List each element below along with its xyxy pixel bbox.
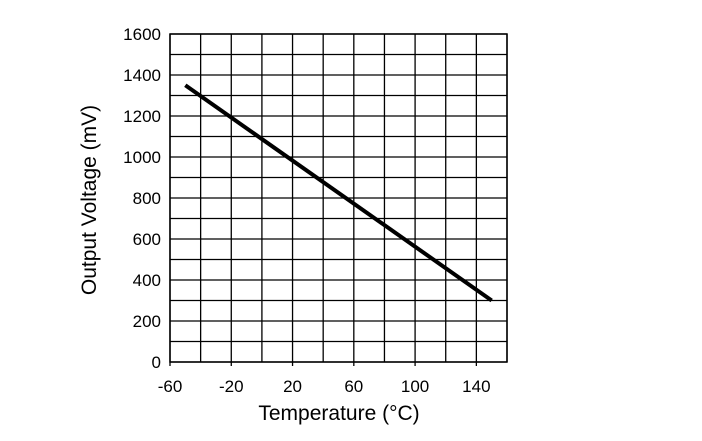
x-tick-label: 100 xyxy=(401,377,429,396)
x-tick-label: 20 xyxy=(283,377,302,396)
grid xyxy=(169,33,508,366)
y-tick-label: 1200 xyxy=(123,107,161,126)
x-tick-label: -60 xyxy=(158,377,183,396)
y-tick-label: 1600 xyxy=(123,25,161,44)
x-tick-labels: -60 -20 20 60 100 140 xyxy=(158,377,491,396)
y-axis-title: Output Voltage (mV) xyxy=(78,105,101,295)
y-tick-label: 200 xyxy=(133,312,161,331)
x-axis-title: Temperature (°C) xyxy=(258,402,419,425)
plot-border xyxy=(169,33,508,363)
x-tick-label: -20 xyxy=(219,377,244,396)
y-tick-labels: 0 200 400 600 800 1000 1200 1400 1600 xyxy=(123,25,161,372)
series-line xyxy=(184,83,493,303)
series-layer xyxy=(184,83,493,303)
y-tick-label: 800 xyxy=(133,189,161,208)
y-tick-label: 600 xyxy=(133,230,161,249)
y-tick-label: 1400 xyxy=(123,66,161,85)
y-tick-label: 400 xyxy=(133,271,161,290)
y-tick-label: 1000 xyxy=(123,148,161,167)
y-tick-label: 0 xyxy=(152,353,161,372)
x-tick-label: 140 xyxy=(462,377,490,396)
x-tick-label: 60 xyxy=(344,377,363,396)
